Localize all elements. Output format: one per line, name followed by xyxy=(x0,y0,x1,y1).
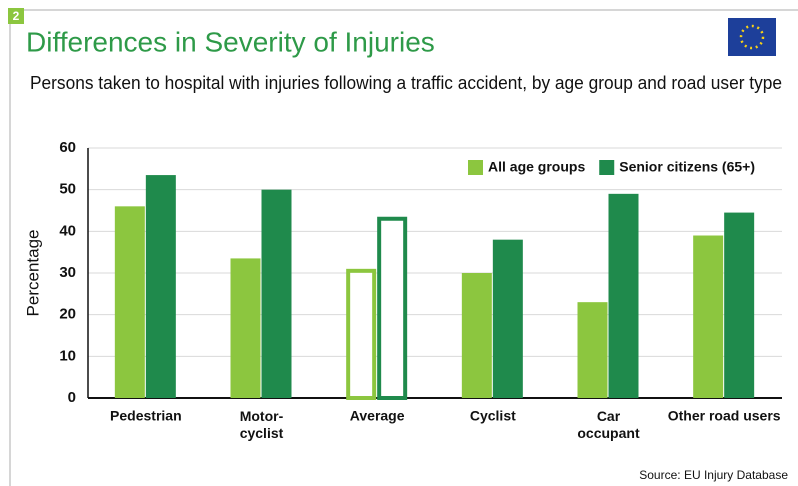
y-tick-label: 40 xyxy=(59,222,76,239)
y-tick-label: 50 xyxy=(59,181,76,198)
y-tick-label: 0 xyxy=(68,389,76,406)
badge: 2 xyxy=(13,9,20,23)
bar xyxy=(346,268,377,401)
x-tick-label: Pedestrian xyxy=(110,408,182,424)
badge-box xyxy=(8,8,24,24)
bar xyxy=(492,239,523,398)
y-tick-label: 20 xyxy=(59,306,76,323)
x-tick-label: Car occupant xyxy=(577,408,640,441)
y-axis-label: Percentage xyxy=(23,230,42,317)
legend-label: All age groups xyxy=(488,159,585,175)
bar xyxy=(261,189,292,398)
x-tick-label: Motor-cyclist xyxy=(240,408,284,441)
x-tick-label: Average xyxy=(350,408,405,424)
bar xyxy=(693,235,724,398)
bar xyxy=(377,216,408,400)
bar xyxy=(461,273,492,398)
bar xyxy=(724,212,755,398)
y-tick-label: 30 xyxy=(59,264,76,281)
bar xyxy=(114,206,145,398)
legend-swatch xyxy=(468,160,483,175)
y-tick-label: 60 xyxy=(59,139,76,156)
bar xyxy=(145,175,176,398)
subtitle: Persons taken to hospital with injuries … xyxy=(30,72,782,93)
x-tick-label: Cyclist xyxy=(470,408,516,424)
eu-flag xyxy=(728,18,776,56)
legend-swatch xyxy=(599,160,615,175)
x-tick-label: Other road users xyxy=(668,408,781,424)
bar xyxy=(230,258,261,398)
bar xyxy=(608,193,639,398)
source: Source: EU Injury Database xyxy=(639,468,788,482)
bar xyxy=(577,302,608,398)
chart-title: Differences in Severity of Injuries xyxy=(26,26,435,57)
y-tick-label: 10 xyxy=(59,347,76,364)
legend-label: Senior citizens (65+) xyxy=(619,159,755,175)
